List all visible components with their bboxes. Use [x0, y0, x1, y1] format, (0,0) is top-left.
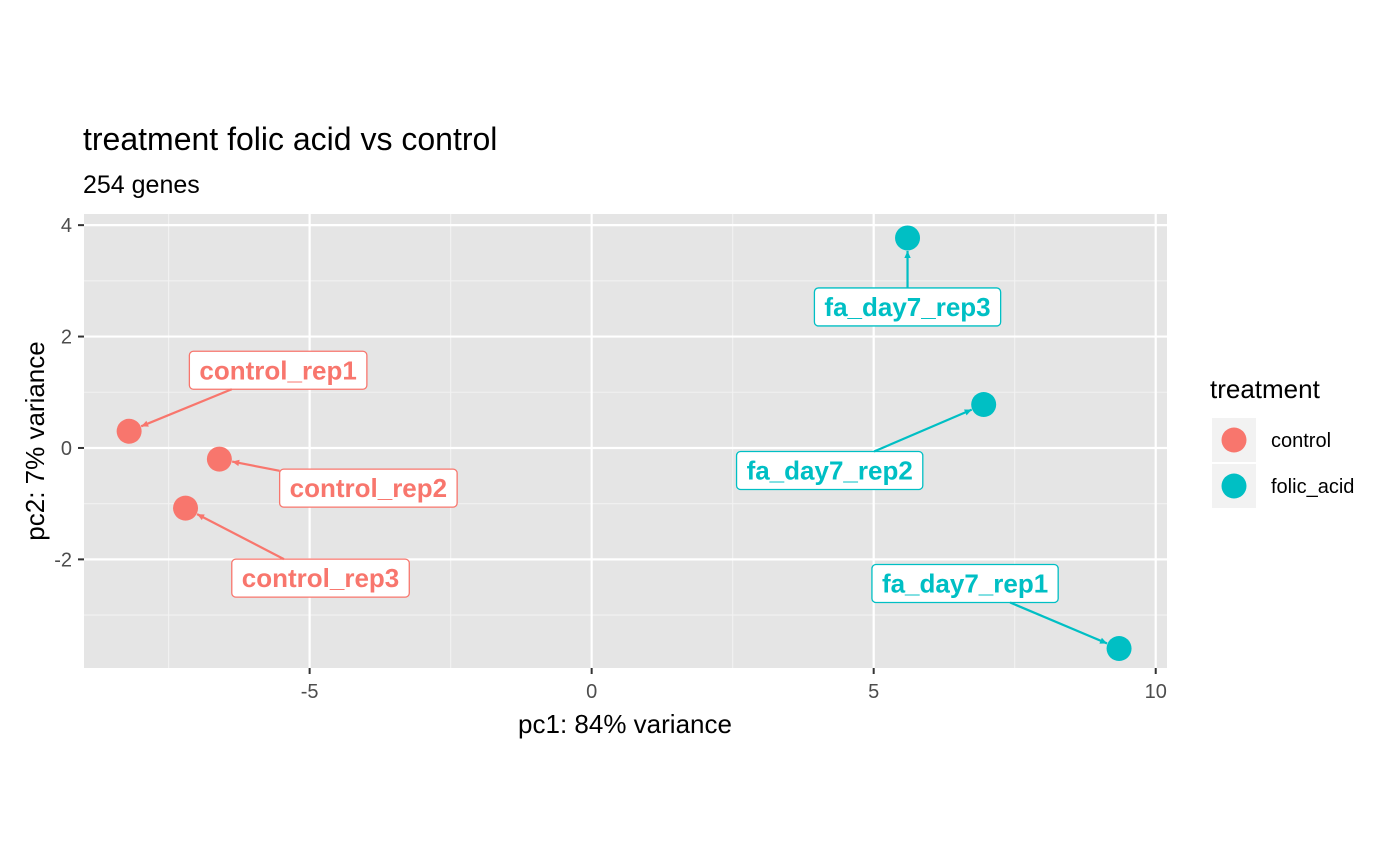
x-tick-label: 0 [586, 681, 597, 703]
y-tick-label: 0 [61, 438, 72, 460]
point-label-text: fa_day7_rep1 [882, 569, 1048, 599]
point-label: control_rep2 [231, 459, 458, 508]
point-label-text: control_rep1 [199, 355, 357, 385]
legend-title: treatment [1210, 374, 1321, 404]
label-connector [196, 513, 285, 561]
data-point [971, 392, 997, 418]
point-label-box [231, 558, 410, 598]
x-axis-title: pc1: 84% variance [518, 709, 732, 739]
connector-arrowhead [1099, 637, 1108, 644]
connector-arrowhead [232, 459, 240, 467]
y-tick-label: -2 [54, 549, 72, 571]
y-tick-label: 4 [61, 215, 72, 237]
legend-swatch [1221, 473, 1247, 499]
point-label-box [188, 350, 368, 390]
point-label-text: fa_day7_rep3 [824, 292, 990, 322]
data-points [116, 225, 1132, 662]
x-tick-label: 10 [1145, 681, 1167, 703]
point-label-box [871, 563, 1059, 604]
label-connector [1009, 601, 1108, 645]
label-connector [231, 460, 280, 472]
point-label: fa_day7_rep3 [813, 250, 1002, 327]
point-label-text: fa_day7_rep2 [747, 456, 913, 486]
x-tick-label: -5 [301, 681, 319, 703]
legend-swatch [1221, 427, 1247, 453]
point-label: control_rep3 [196, 513, 410, 598]
point-labels: control_rep1 control_rep2 control_rep3 fa_d… [140, 250, 1108, 645]
connector-arrowhead [141, 420, 149, 427]
connector-arrowhead [197, 514, 205, 521]
point-label-box [278, 468, 458, 508]
label-connector [140, 388, 233, 428]
point-label-text: control_rep3 [242, 563, 400, 593]
chart-title: treatment folic acid vs control [83, 121, 497, 157]
connector-arrowhead [964, 409, 972, 416]
label-connector [873, 408, 973, 453]
chart-subtitle: 254 genes [83, 171, 200, 199]
legend: treatment control folic_acid [1210, 374, 1354, 508]
point-label: fa_day7_rep1 [871, 563, 1108, 645]
axes: -5 0 5 10 -2 0 2 4 [54, 215, 1167, 703]
y-tick-label: 2 [61, 327, 72, 349]
y-axis-title: pc2: 7% variance [20, 341, 50, 540]
data-point [1106, 636, 1132, 662]
point-label: control_rep1 [140, 350, 368, 428]
data-point [173, 495, 199, 521]
point-label: fa_day7_rep2 [735, 408, 973, 491]
legend-label: folic_acid [1271, 476, 1354, 498]
data-point [206, 446, 232, 472]
point-label-text: control_rep2 [290, 473, 448, 503]
point-label-box [735, 450, 924, 491]
data-point [895, 225, 921, 251]
connector-arrowhead [904, 250, 911, 258]
data-point [116, 418, 142, 444]
legend-label: control [1271, 430, 1331, 452]
x-tick-label: 5 [868, 681, 879, 703]
